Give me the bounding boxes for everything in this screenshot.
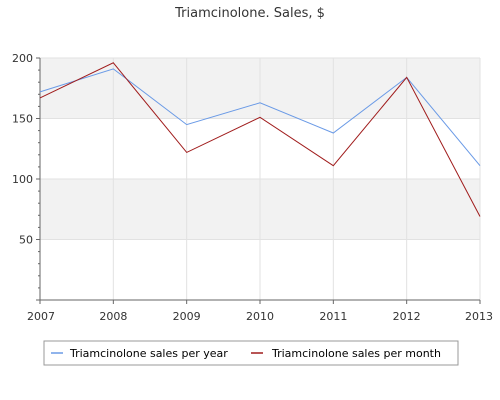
axes	[36, 57, 481, 304]
x-tick-label: 2007	[27, 310, 55, 323]
legend: Triamcinolone sales per year Triamcinolo…	[43, 340, 459, 366]
legend-label-year: Triamcinolone sales per year	[69, 347, 228, 360]
y-tick-label: 200	[12, 52, 33, 65]
x-tick-label: 2008	[99, 310, 127, 323]
x-tick-label: 2009	[173, 310, 201, 323]
x-tick-label: 2010	[246, 310, 274, 323]
y-tick-label: 50	[19, 234, 33, 247]
grid-lines	[40, 57, 481, 300]
chart-title: Triamcinolone. Sales, $	[174, 6, 325, 21]
y-tick-label: 100	[12, 173, 33, 186]
x-tick-label: 2011	[319, 310, 347, 323]
series-lines	[39, 62, 481, 217]
x-tick-label: 2012	[393, 310, 421, 323]
series-line-1	[39, 62, 481, 217]
legend-label-month: Triamcinolone sales per month	[271, 347, 441, 360]
tick-labels: 50 100 150 200 2007 2008 2009 2010 2011 2012 2013	[12, 52, 493, 323]
y-tick-label: 150	[12, 113, 33, 126]
x-tick-label: 2013	[465, 310, 493, 323]
